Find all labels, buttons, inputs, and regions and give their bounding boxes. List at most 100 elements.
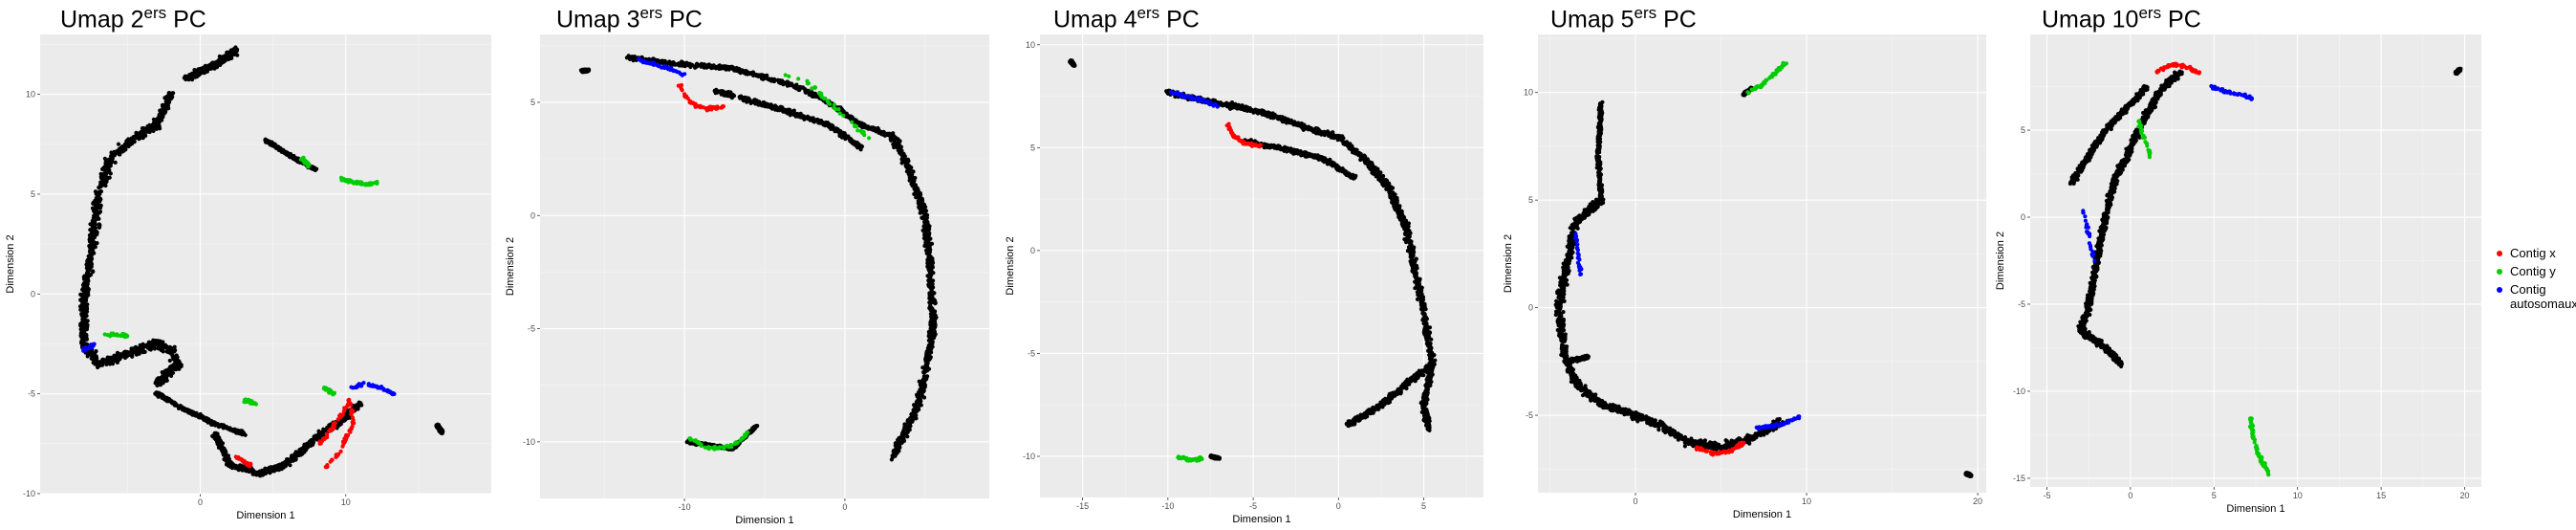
point-contig-x [320, 438, 325, 444]
point-unlabelled [173, 403, 178, 408]
point-unlabelled [110, 359, 115, 364]
point-unlabelled [85, 293, 90, 298]
point-unlabelled [151, 117, 156, 121]
point-unlabelled [184, 409, 188, 413]
point-unlabelled [224, 57, 228, 62]
point-unlabelled [695, 62, 700, 67]
point-unlabelled [149, 342, 155, 346]
point-unlabelled [792, 112, 797, 117]
point-unlabelled [158, 108, 162, 113]
point-unlabelled [93, 245, 97, 250]
point-unlabelled [98, 171, 103, 176]
point-unlabelled [883, 132, 888, 137]
point-unlabelled [273, 468, 279, 473]
point-unlabelled [79, 341, 84, 345]
point-unlabelled [230, 428, 235, 432]
point-unlabelled [859, 144, 864, 149]
point-unlabelled [214, 435, 219, 440]
panel-title: Umap 3ers PC [556, 4, 703, 33]
point-unlabelled [685, 62, 691, 67]
point-autosomal [378, 386, 382, 390]
point-contig-x [343, 438, 348, 443]
point-unlabelled [113, 356, 118, 362]
point-unlabelled [90, 226, 95, 231]
point-unlabelled [737, 95, 743, 99]
point-unlabelled [80, 301, 85, 306]
point-autosomal [366, 382, 371, 386]
point-contig-x [328, 429, 333, 433]
point-autosomal [385, 387, 390, 393]
point-unlabelled [92, 208, 97, 212]
point-unlabelled [80, 282, 86, 287]
point-unlabelled [435, 424, 440, 429]
y-axis-label: Dimension 2 [5, 234, 16, 293]
point-unlabelled [283, 459, 288, 464]
point-unlabelled [682, 64, 687, 69]
point-unlabelled [276, 463, 281, 468]
point-unlabelled [626, 54, 631, 58]
point-unlabelled [828, 125, 833, 130]
point-contig-x [350, 420, 355, 425]
point-unlabelled [689, 63, 694, 68]
point-unlabelled [109, 355, 115, 360]
point-unlabelled [97, 185, 101, 190]
point-unlabelled [95, 200, 99, 205]
point-autosomal [357, 384, 361, 388]
point-unlabelled [313, 167, 317, 172]
point-unlabelled [855, 119, 859, 123]
point-unlabelled [94, 354, 98, 359]
point-unlabelled [153, 381, 158, 386]
point-unlabelled [85, 257, 90, 263]
point-unlabelled [127, 143, 133, 147]
point-unlabelled [887, 132, 892, 137]
point-unlabelled [91, 270, 96, 275]
point-unlabelled [279, 148, 284, 153]
point-contig-y [325, 387, 330, 392]
point-unlabelled [292, 157, 297, 163]
point-unlabelled [298, 453, 303, 457]
point-unlabelled [84, 336, 89, 341]
points-layer [578, 54, 939, 462]
point-unlabelled [761, 103, 766, 108]
point-unlabelled [122, 351, 127, 356]
point-unlabelled [845, 134, 850, 139]
point-unlabelled [783, 110, 788, 115]
point-unlabelled [105, 355, 110, 360]
point-unlabelled [151, 121, 157, 125]
point-unlabelled [206, 419, 211, 425]
y-tick-label: 0 [530, 210, 535, 220]
point-unlabelled [141, 346, 145, 351]
point-unlabelled [789, 81, 793, 86]
point-unlabelled [129, 136, 134, 141]
point-unlabelled [168, 398, 174, 404]
point-unlabelled [297, 160, 302, 165]
y-axis-label: Dimension 2 [505, 237, 516, 296]
point-unlabelled [265, 468, 270, 473]
point-unlabelled [796, 112, 802, 117]
point-unlabelled [221, 423, 226, 428]
point-unlabelled [153, 341, 158, 345]
point-unlabelled [141, 342, 145, 346]
point-unlabelled [85, 289, 90, 294]
y-tick-label: -5 [28, 389, 35, 399]
point-contig-x [344, 405, 349, 409]
point-unlabelled [584, 68, 589, 73]
point-unlabelled [235, 53, 240, 57]
point-unlabelled [774, 107, 780, 112]
point-unlabelled [132, 140, 137, 144]
point-unlabelled [161, 379, 165, 384]
point-unlabelled [734, 67, 740, 72]
point-autosomal [351, 386, 356, 390]
point-unlabelled [160, 370, 164, 375]
point-unlabelled [87, 263, 92, 269]
point-unlabelled [722, 93, 726, 98]
point-unlabelled [744, 69, 748, 74]
point-unlabelled [289, 455, 293, 460]
point-unlabelled [100, 182, 105, 187]
point-unlabelled [243, 466, 248, 471]
point-unlabelled [241, 431, 246, 437]
point-unlabelled [823, 123, 828, 128]
point-unlabelled [730, 93, 735, 98]
point-contig-y [357, 181, 361, 186]
